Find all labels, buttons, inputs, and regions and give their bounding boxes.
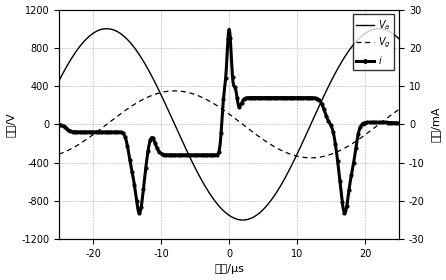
Y-axis label: 电压/V: 电压/V [5,112,16,137]
Y-axis label: 电流/mA: 电流/mA [430,107,441,142]
X-axis label: 时间/μs: 时间/μs [214,264,244,274]
Legend: $V_a$, $V_g$, $i$: $V_a$, $V_g$, $i$ [352,14,394,70]
